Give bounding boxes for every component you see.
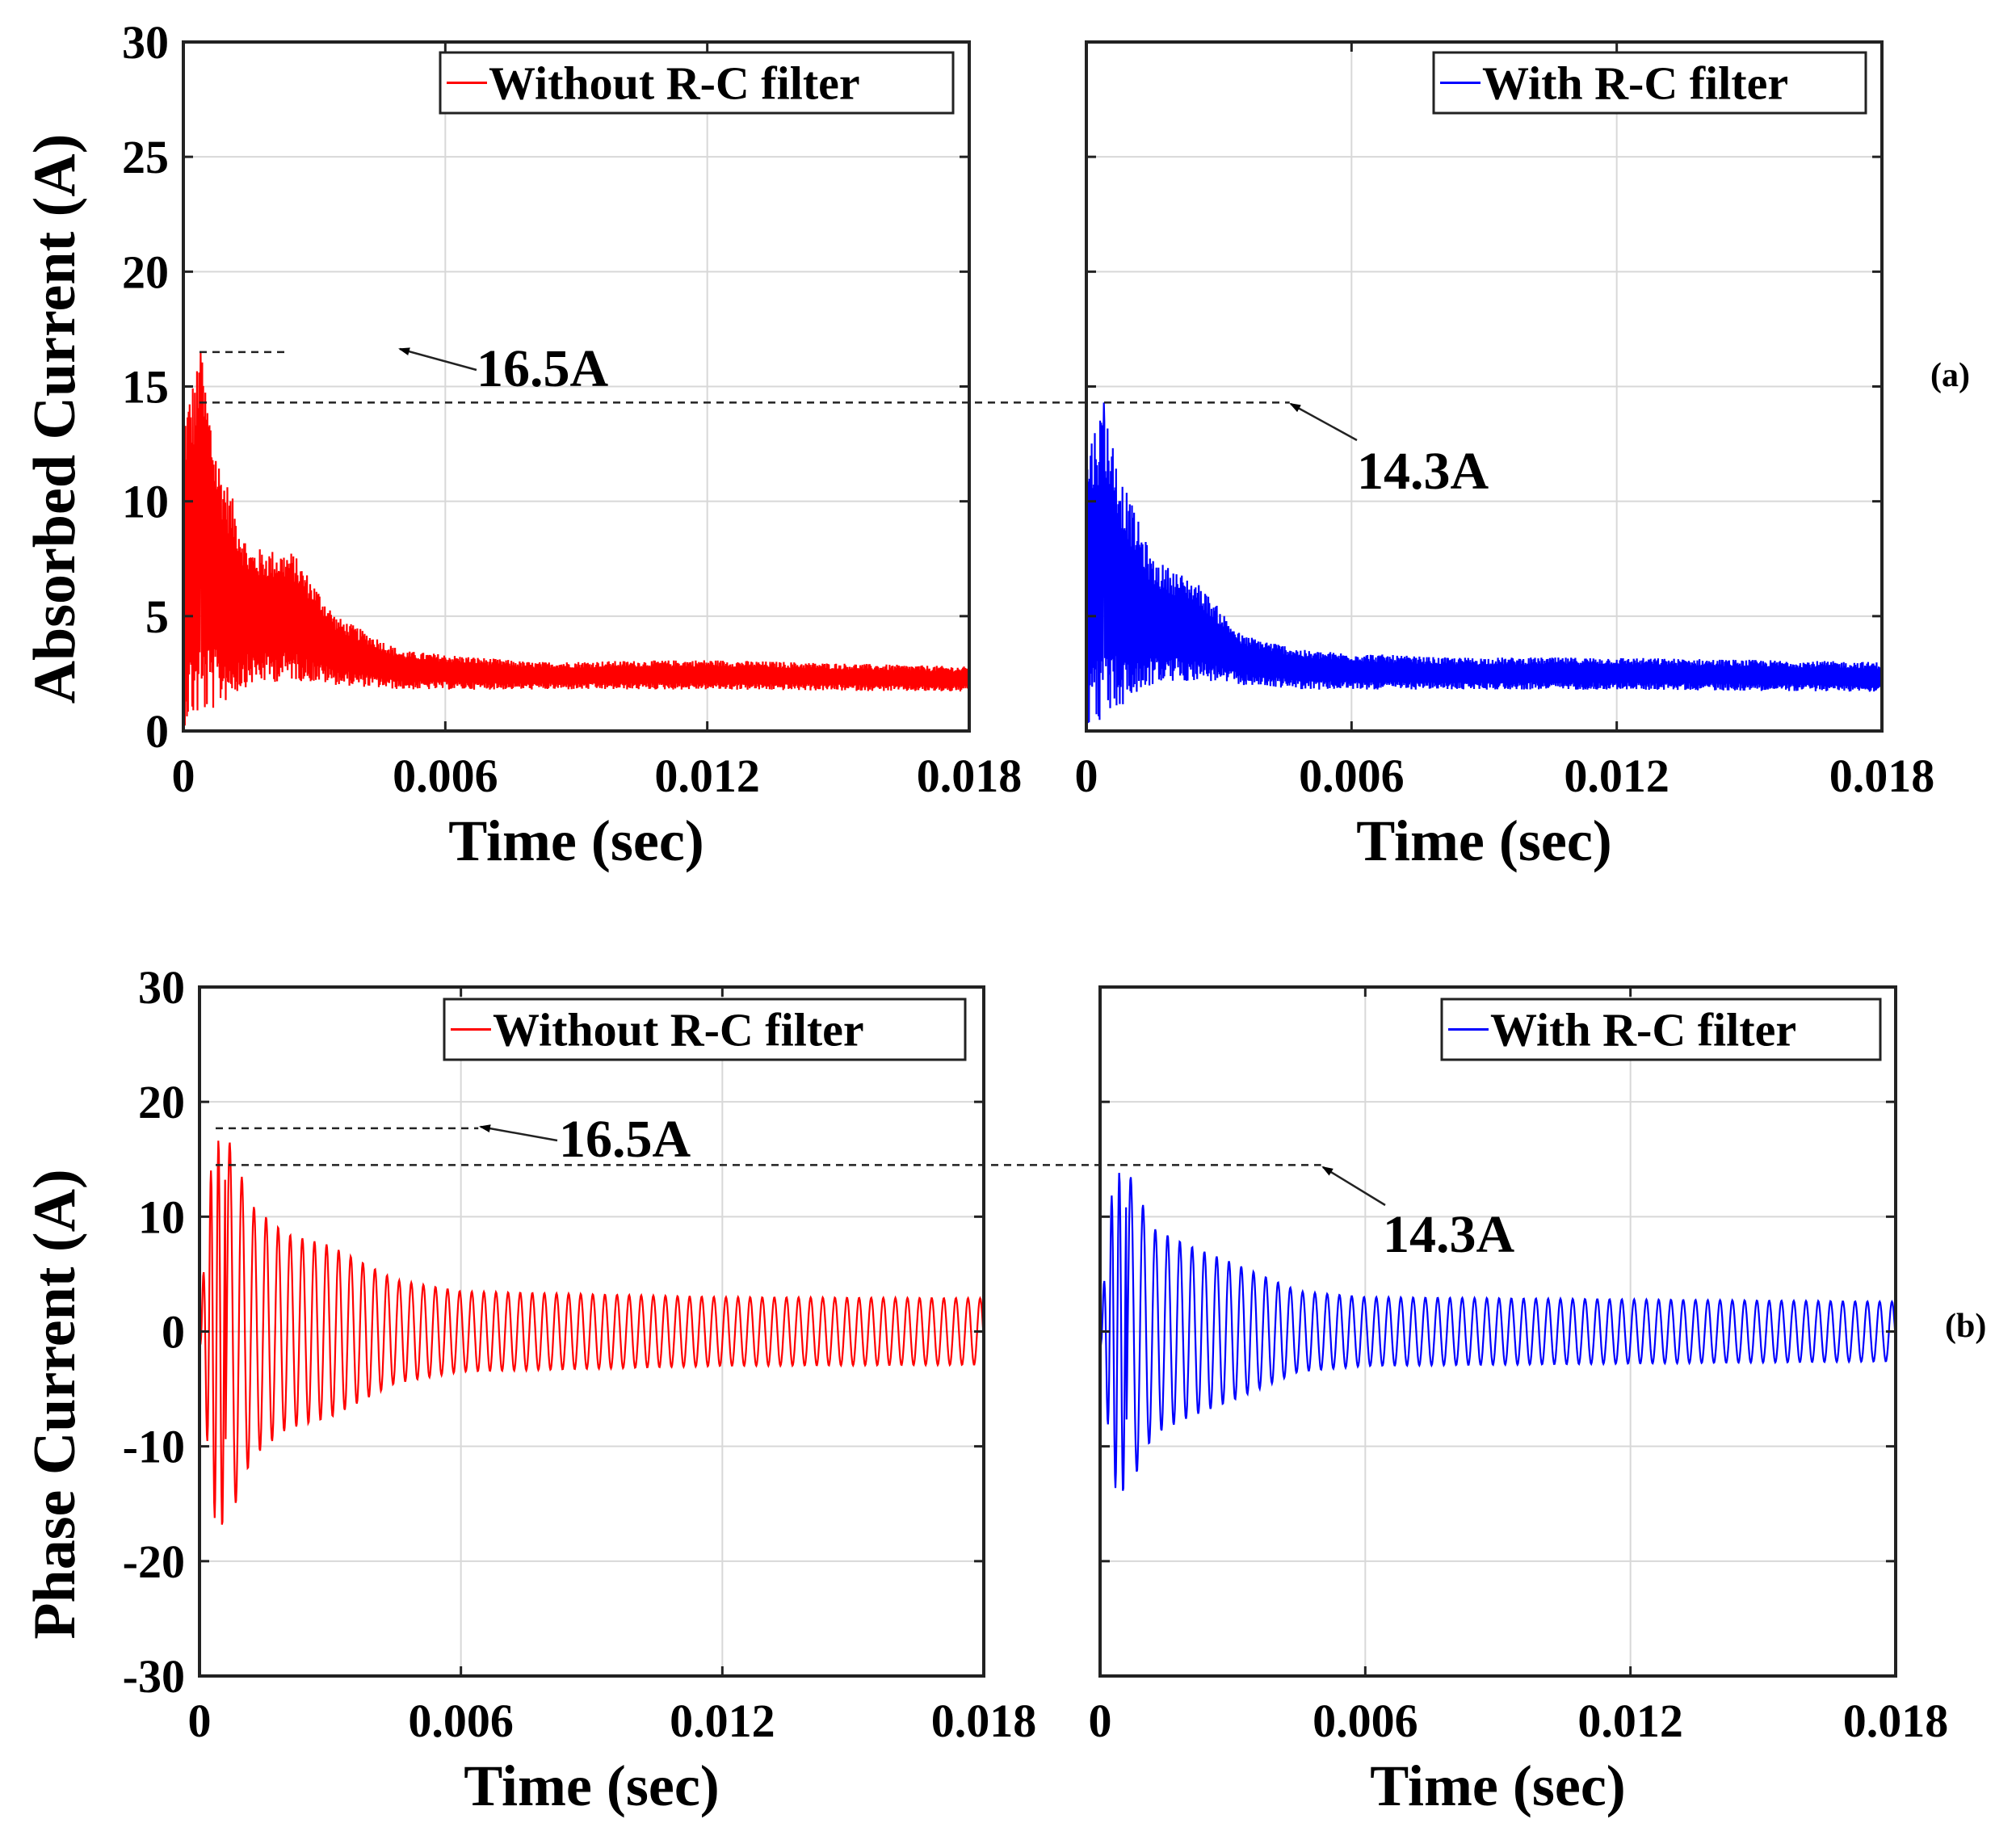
y-tick-label: 20 xyxy=(122,246,169,298)
series-line-0 xyxy=(182,351,971,726)
x-tick-label: 0.018 xyxy=(931,1695,1037,1747)
y-tick-label: 30 xyxy=(138,961,185,1014)
y-tick-label: 15 xyxy=(122,361,169,414)
y-tick-label: -10 xyxy=(123,1421,185,1473)
annotation-arrow xyxy=(479,1124,558,1142)
series-line-0 xyxy=(198,1140,985,1525)
series-line-0 xyxy=(1098,1173,1897,1491)
x-tick-label: 0 xyxy=(188,1695,212,1747)
y-tick-label: -20 xyxy=(123,1535,185,1588)
y-tick-label: 30 xyxy=(122,16,169,69)
y-tick-label: 0 xyxy=(162,1306,185,1359)
legend-box xyxy=(1440,998,1882,1061)
legend-box xyxy=(1432,51,1867,115)
annotation-label: 14.3A xyxy=(1383,1205,1515,1264)
y-tick-label: 20 xyxy=(138,1076,185,1128)
x-tick-label: 0.018 xyxy=(1843,1695,1949,1747)
legend-label: With R-C filter xyxy=(1490,1004,1796,1056)
annotations: 16.5A 14.3A 16.5A 14.3A xyxy=(200,339,1515,1264)
annotation-label: 16.5A xyxy=(559,1110,691,1169)
annotation-label: 14.3A xyxy=(1357,442,1489,501)
annotation-arrow xyxy=(398,347,477,372)
x-tick-label: 0.012 xyxy=(654,750,760,802)
x-tick-label: 0 xyxy=(1075,750,1098,802)
chart-b-left: 0 0.006 0.012 0.018 -30 -20 -10 0 10 20 30 Time (se… xyxy=(22,961,1036,1818)
chart-a-right: 0 0.006 0.012 0.018 Time (sec) With R-C filte… xyxy=(1075,40,1935,873)
x-tick-label: 0.006 xyxy=(1299,750,1405,802)
y-axis-title: Absorbed Current (A) xyxy=(22,134,88,704)
x-tick-label: 0.012 xyxy=(1564,750,1670,802)
x-tick-label: 0.018 xyxy=(1829,750,1935,802)
x-tick-label: 0.012 xyxy=(670,1695,775,1747)
legend-label: Without R-C filter xyxy=(489,57,860,110)
y-tick-label: 0 xyxy=(145,705,169,758)
y-axis-title: Phase Current (A) xyxy=(22,1169,88,1639)
legend-label: Without R-C filter xyxy=(493,1004,864,1056)
y-tick-label: -30 xyxy=(123,1650,185,1703)
annotation-arrow xyxy=(1289,402,1358,442)
y-tick-label: 10 xyxy=(138,1191,185,1243)
series-line-0 xyxy=(1085,402,1884,724)
panel-label-b: (b) xyxy=(1945,1308,1986,1345)
x-axis-title: Time (sec) xyxy=(1356,809,1612,873)
x-tick-label: 0.018 xyxy=(917,750,1023,802)
x-axis-title: Time (sec) xyxy=(1370,1754,1626,1818)
x-tick-label: 0 xyxy=(172,750,195,802)
x-tick-label: 0.006 xyxy=(393,750,498,802)
panel-label-a: (a) xyxy=(1930,357,1970,394)
chart-b-right: 0 0.006 0.012 0.018 Time (sec) With R-C filte… xyxy=(1089,985,1949,1818)
y-tick-label: 5 xyxy=(145,590,169,643)
x-tick-label: 0.006 xyxy=(1312,1695,1418,1747)
legend-box xyxy=(443,998,967,1061)
chart-a-left: 0 0.006 0.012 0.018 0 5 10 15 20 25 30 Time (sec) Ab… xyxy=(22,16,1022,873)
x-tick-label: 0.012 xyxy=(1577,1695,1683,1747)
x-axis-title: Time (sec) xyxy=(464,1754,720,1818)
y-tick-label: 10 xyxy=(122,476,169,528)
y-tick-label: 25 xyxy=(122,131,169,183)
x-tick-label: 0.006 xyxy=(408,1695,514,1747)
x-tick-label: 0 xyxy=(1089,1695,1112,1747)
x-axis-title: Time (sec) xyxy=(448,809,704,873)
legend-label: With R-C filter xyxy=(1482,57,1788,110)
annotation-arrow xyxy=(1321,1166,1386,1207)
annotation-label: 16.5A xyxy=(477,339,609,398)
legend-box xyxy=(439,51,955,115)
